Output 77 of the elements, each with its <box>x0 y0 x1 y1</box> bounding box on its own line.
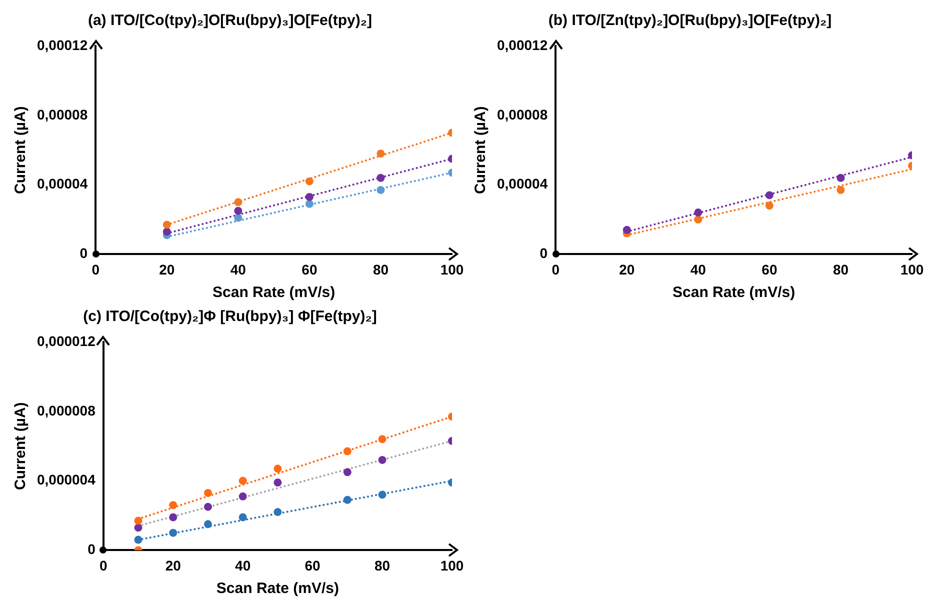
x-tick-label: 20 <box>619 261 635 278</box>
y-tick-label: 0,000012 <box>36 332 96 349</box>
x-tick-label: 80 <box>372 261 389 278</box>
point <box>836 174 845 182</box>
y-tick-label: 0,00004 <box>36 176 88 192</box>
point <box>169 528 178 537</box>
point <box>376 174 385 182</box>
x-tick-label: 60 <box>302 261 318 278</box>
x-axis-title: Scan Rate (mV/s) <box>212 284 336 302</box>
point <box>343 496 352 504</box>
point <box>765 202 774 210</box>
point <box>134 536 142 544</box>
y-tick-label: 0 <box>80 245 88 262</box>
point <box>162 220 171 229</box>
point <box>622 226 631 234</box>
x-tick-label: 60 <box>762 261 778 278</box>
x-tick-label: 100 <box>440 261 464 278</box>
y-tick-label: 0 <box>540 245 548 262</box>
x-tick-label: 100 <box>440 557 464 574</box>
x-tick-label: 0 <box>552 261 560 278</box>
x-tick-label: 80 <box>374 557 390 574</box>
y-tick-label: 0,00004 <box>496 176 548 192</box>
y-tick-label: 0,000004 <box>36 472 96 488</box>
point <box>378 435 386 444</box>
point <box>134 516 142 525</box>
point <box>238 513 247 522</box>
point <box>343 447 352 456</box>
x-tick-label: 100 <box>900 261 924 278</box>
x-axis-title: Scan Rate (mV/s) <box>672 284 796 302</box>
point <box>765 191 774 200</box>
chart-title: (a) ITO/[Co(tpy)₂]O[Ru(bpy)₃]O[Fe(tpy)₂] <box>88 12 372 30</box>
point <box>238 476 247 485</box>
point <box>204 502 212 511</box>
point <box>274 478 282 487</box>
point <box>162 228 171 236</box>
point <box>694 216 702 224</box>
y-tick-label: 0,000008 <box>36 402 96 418</box>
x-tick-label: 20 <box>165 557 182 574</box>
x-tick-label: 40 <box>690 261 706 278</box>
chart-title: (b) ITO/[Zn(tpy)₂]O[Ru(bpy)₃]O[Fe(tpy)₂] <box>548 12 832 30</box>
point <box>305 177 314 186</box>
point <box>274 464 282 473</box>
point <box>234 198 242 206</box>
x-tick-label: 60 <box>304 557 321 574</box>
y-axis-title: Current (µA) <box>12 402 30 490</box>
point <box>836 186 845 194</box>
y-tick-label: 0,00008 <box>496 106 548 122</box>
point <box>238 492 247 500</box>
point <box>694 208 702 217</box>
y-tick-label: 0 <box>88 541 96 558</box>
point <box>305 192 314 201</box>
point <box>234 206 242 215</box>
point <box>234 214 242 222</box>
point <box>134 524 142 532</box>
chart-title: (c) ITO/[Co(tpy)₂]Φ [Ru(bpy)₃] Φ[Fe(tpy)₂] <box>83 308 377 326</box>
point <box>169 513 178 522</box>
point <box>376 186 385 194</box>
x-tick-label: 40 <box>235 557 251 574</box>
point <box>169 501 178 510</box>
point <box>378 456 386 464</box>
point <box>204 520 212 528</box>
x-tick-label: 0 <box>99 557 108 574</box>
point <box>305 200 314 208</box>
y-axis-title: Current (µA) <box>472 106 490 194</box>
x-tick-label: 40 <box>230 261 246 278</box>
point <box>378 490 386 499</box>
point <box>274 508 282 516</box>
point <box>376 150 385 158</box>
y-tick-label: 0,00012 <box>496 36 548 53</box>
y-axis-title: Current (µA) <box>12 106 30 194</box>
point <box>343 468 352 476</box>
y-tick-label: 0,00012 <box>36 36 88 53</box>
x-tick-label: 80 <box>832 261 849 278</box>
x-tick-label: 20 <box>159 261 175 278</box>
point <box>204 488 212 497</box>
y-tick-label: 0,00008 <box>36 106 88 122</box>
x-axis-title: Scan Rate (mV/s) <box>216 580 339 598</box>
